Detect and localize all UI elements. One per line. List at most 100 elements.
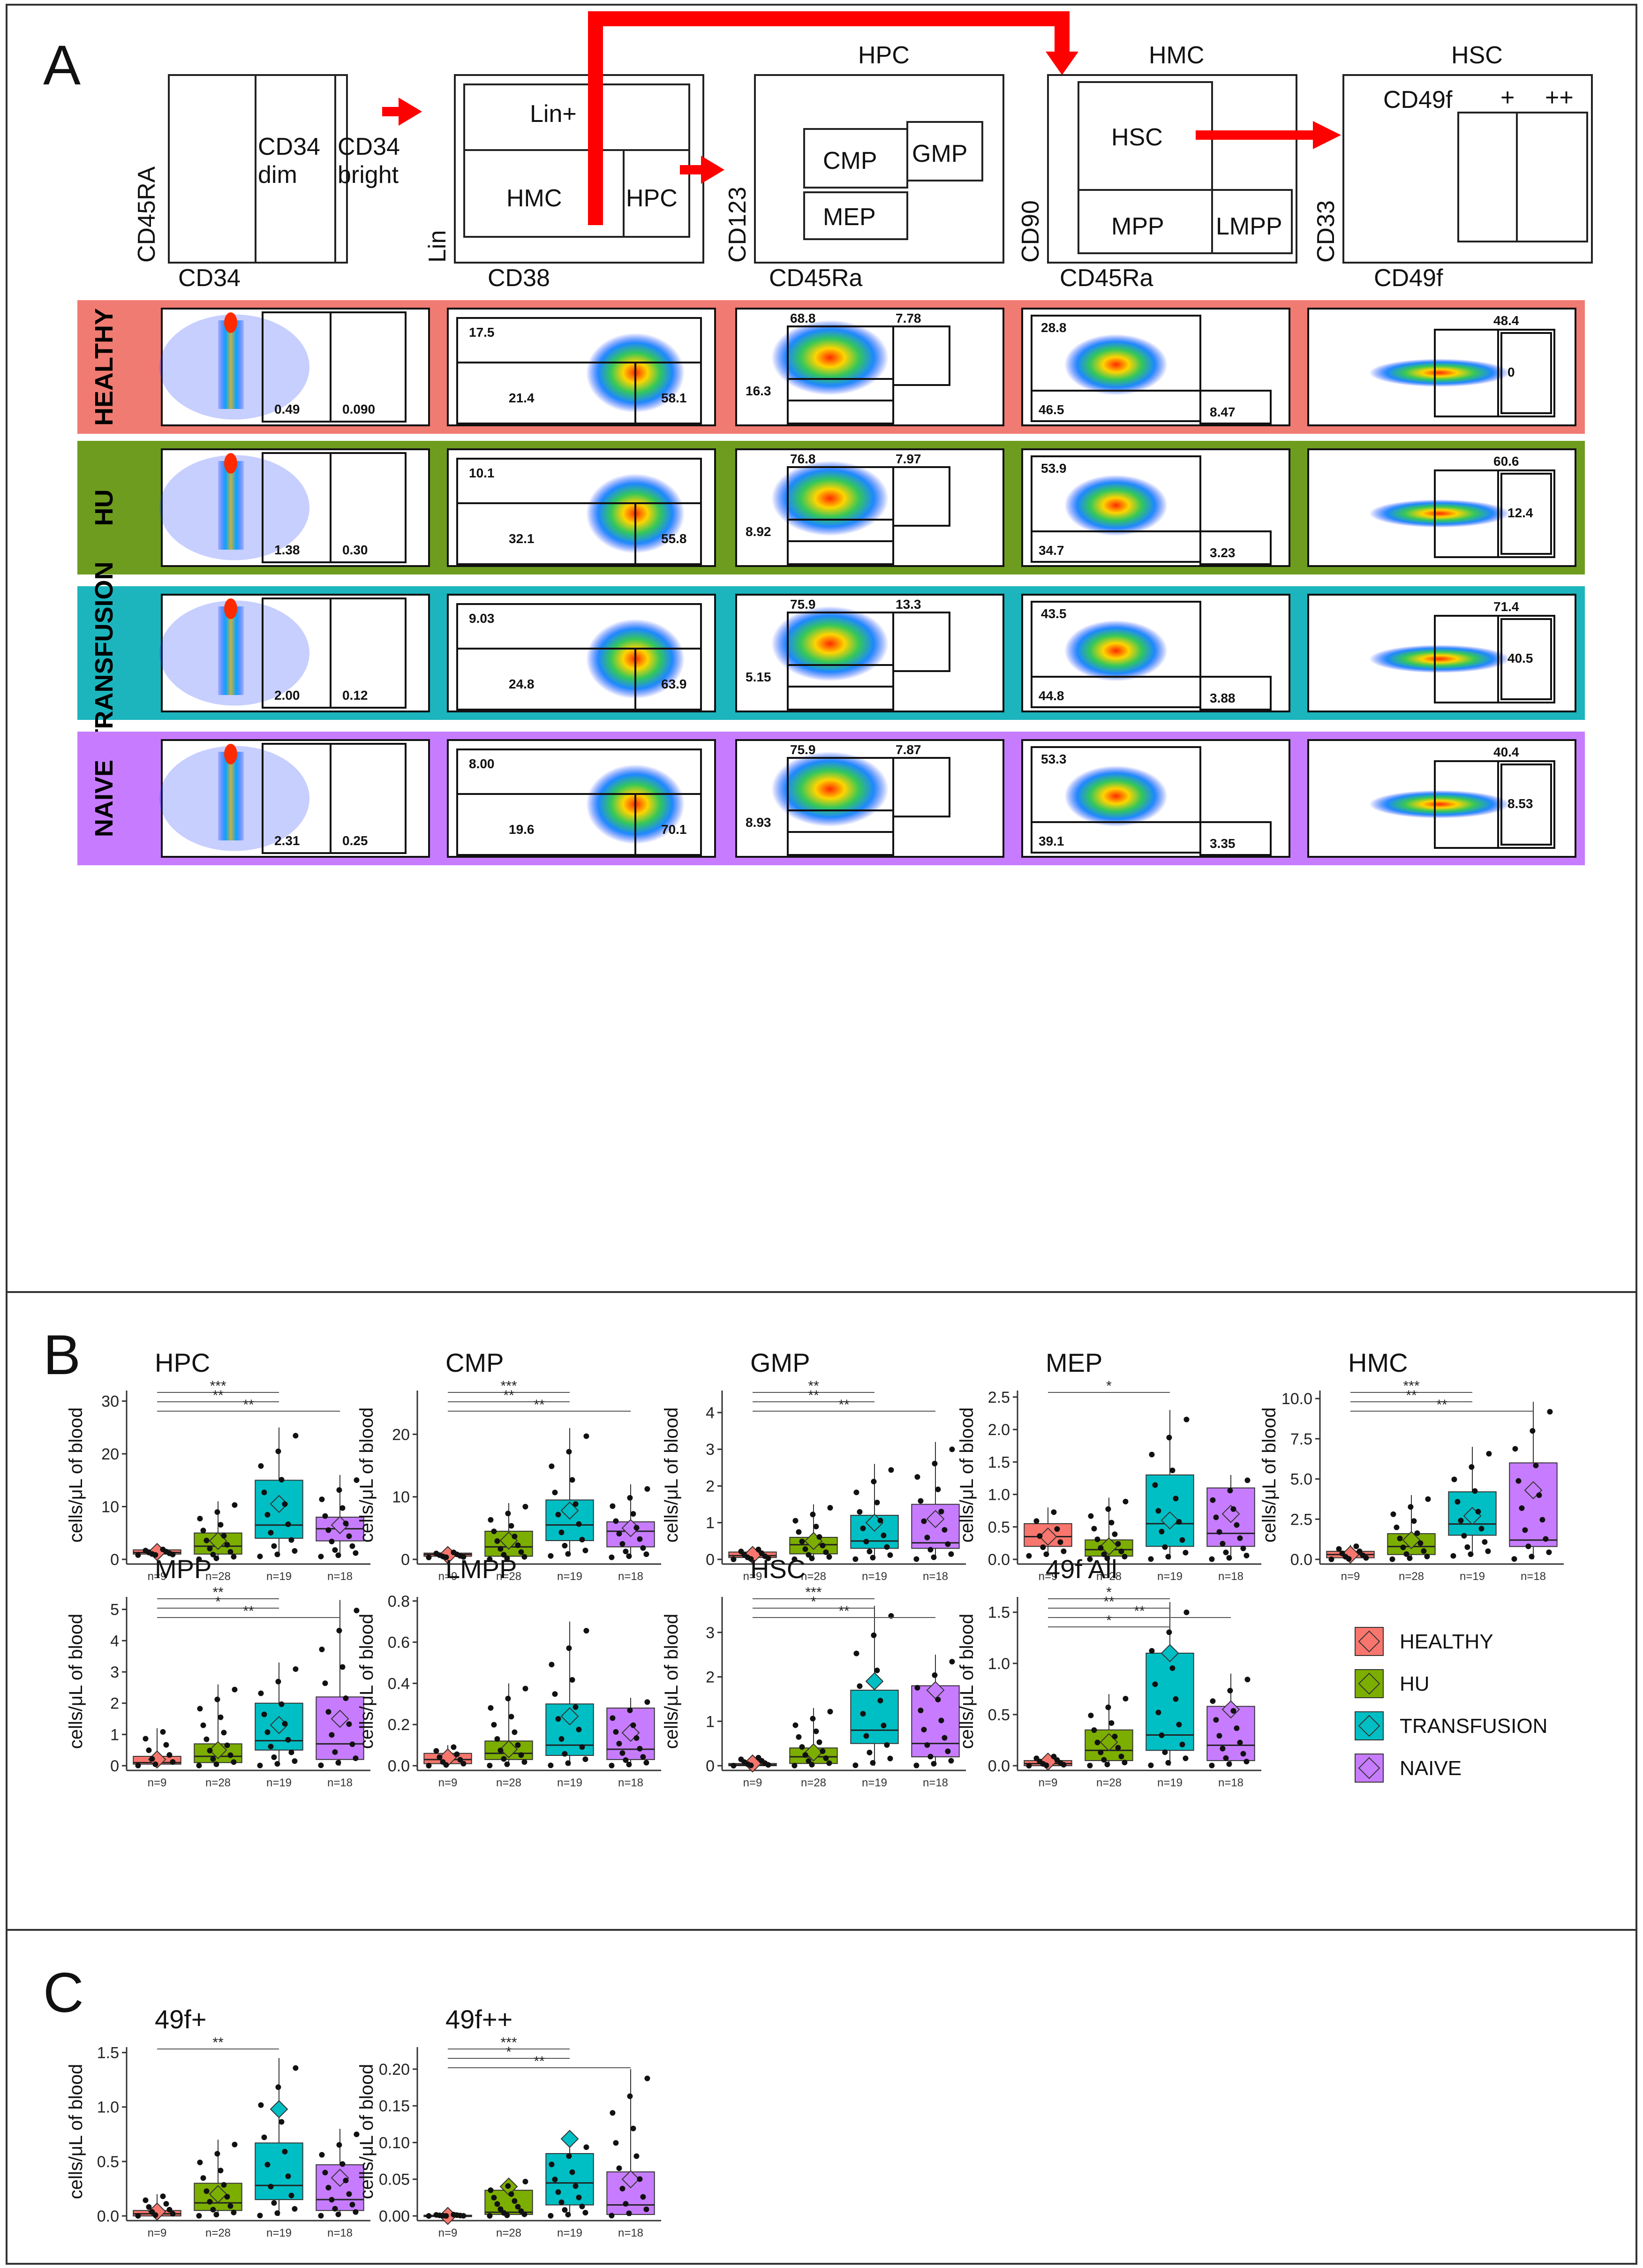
data-point [613, 1518, 619, 1524]
data-point [1461, 1533, 1467, 1539]
density-cloud [771, 606, 889, 681]
data-point [515, 2204, 521, 2210]
flow-plot-frame [161, 739, 430, 858]
data-point [852, 1762, 859, 1769]
gate-value: 32.1 [509, 531, 535, 546]
y-tick-label: 3 [706, 1441, 715, 1459]
data-point [555, 1716, 561, 1722]
gate-value: 0 [1507, 365, 1515, 379]
box-naive [1509, 1462, 1558, 1547]
schematic-region-label: LMPP [1216, 213, 1282, 240]
data-point [1226, 1761, 1232, 1767]
data-point [1148, 1556, 1154, 1562]
data-point [565, 1760, 571, 1766]
panel-label-b: B [43, 1323, 81, 1386]
y-tick-label: 2.0 [988, 1421, 1010, 1439]
significance-label: ** [808, 1388, 819, 1403]
data-point [494, 2201, 500, 2207]
schematic-xlabel: CD45Ra [769, 265, 862, 292]
gate-box [1497, 615, 1555, 703]
n-label: n=9 [1039, 1570, 1058, 1583]
data-point [285, 1521, 291, 1527]
mean-diamond [865, 1672, 884, 1691]
data-point [336, 2142, 342, 2148]
data-point [562, 1751, 568, 1757]
data-point [149, 2209, 155, 2215]
gate-region-lin-plus [463, 83, 690, 151]
data-point [335, 1760, 341, 1766]
mean-diamond [1221, 1700, 1240, 1719]
data-point [343, 1695, 349, 1701]
schematic-xlabel: CD49f [1374, 265, 1443, 292]
data-point [505, 2183, 511, 2189]
data-point [1400, 1544, 1406, 1550]
gate-region-mpp [1078, 189, 1213, 254]
data-point [135, 1762, 141, 1769]
boxplot-hsc: HSC cells/μL of blood 0 1 2 3 n=9 n=28 n=19 n=18 *… [661, 1554, 966, 1789]
box-transfusion [255, 2142, 303, 2200]
arrow-right-icon [680, 156, 724, 184]
data-point [1220, 1541, 1226, 1547]
data-point [491, 1722, 497, 1728]
n-label: n=28 [205, 1777, 231, 1789]
y-tick-label: 0.15 [379, 2097, 410, 2115]
data-point [433, 1550, 439, 1557]
data-point [945, 1748, 951, 1754]
data-point [227, 1752, 234, 1758]
flow-plot-1: 1.38 0.30 [159, 448, 430, 567]
data-point [565, 1551, 571, 1557]
data-point [288, 1749, 294, 1755]
data-point [1244, 1477, 1251, 1483]
data-point [440, 1759, 446, 1765]
data-point [501, 1756, 507, 1762]
density-cloud [1064, 765, 1168, 827]
schematic-region-label: GMP [912, 140, 967, 167]
y-tick-label: 2 [110, 1695, 119, 1713]
data-point [731, 1762, 737, 1769]
schematic-ylabel: CD45RA [133, 166, 160, 263]
flow-plot-1: 0.49 0.090 [159, 308, 430, 426]
legend-item-healthy: HEALTHY [1355, 1627, 1493, 1656]
data-point [806, 1758, 812, 1764]
data-point [860, 1525, 866, 1531]
y-tick-label: 0 [401, 1551, 410, 1569]
data-point [884, 1544, 890, 1550]
n-label: n=28 [205, 2227, 231, 2239]
data-point [504, 1555, 510, 1561]
data-point [623, 1549, 629, 1555]
data-point [857, 1683, 863, 1689]
data-point [1216, 1733, 1222, 1739]
y-axis-label: cells/μL of blood [957, 1614, 977, 1749]
data-point [1210, 1497, 1216, 1503]
data-point [918, 1708, 924, 1714]
boxplot-lmpp: LMPP cells/μL of blood 0.0 0.2 0.4 0.6 0.8 n=9 n… [356, 1554, 661, 1789]
data-point [924, 1742, 930, 1748]
data-point [487, 1762, 493, 1769]
data-point [343, 1520, 349, 1527]
y-tick-label: 3 [110, 1663, 119, 1681]
data-point [1227, 1687, 1233, 1693]
data-point [1539, 1517, 1545, 1523]
gate-value: 34.7 [1039, 543, 1064, 558]
schematic-xlabel: CD45Ra [1060, 265, 1153, 292]
density-cloud [1064, 620, 1168, 681]
data-point [857, 1509, 863, 1515]
data-point [1478, 1526, 1485, 1532]
gate-value: 46.5 [1039, 402, 1064, 417]
data-point [207, 2199, 213, 2205]
gate-value: 0.49 [274, 402, 300, 416]
data-point [1123, 1695, 1129, 1701]
data-point [1094, 1536, 1100, 1542]
data-point [871, 1479, 877, 1485]
data-point [146, 2204, 152, 2210]
data-point [637, 2176, 643, 2182]
chart-title: GMP [750, 1348, 810, 1377]
data-point [1088, 1513, 1094, 1519]
mean-diamond [270, 2100, 288, 2118]
row-label: TRANSFUSION [90, 562, 118, 745]
data-point [152, 1761, 158, 1767]
data-point [613, 1729, 619, 1735]
data-point [932, 1672, 938, 1678]
gate-box [634, 502, 702, 565]
data-point [609, 1554, 615, 1560]
